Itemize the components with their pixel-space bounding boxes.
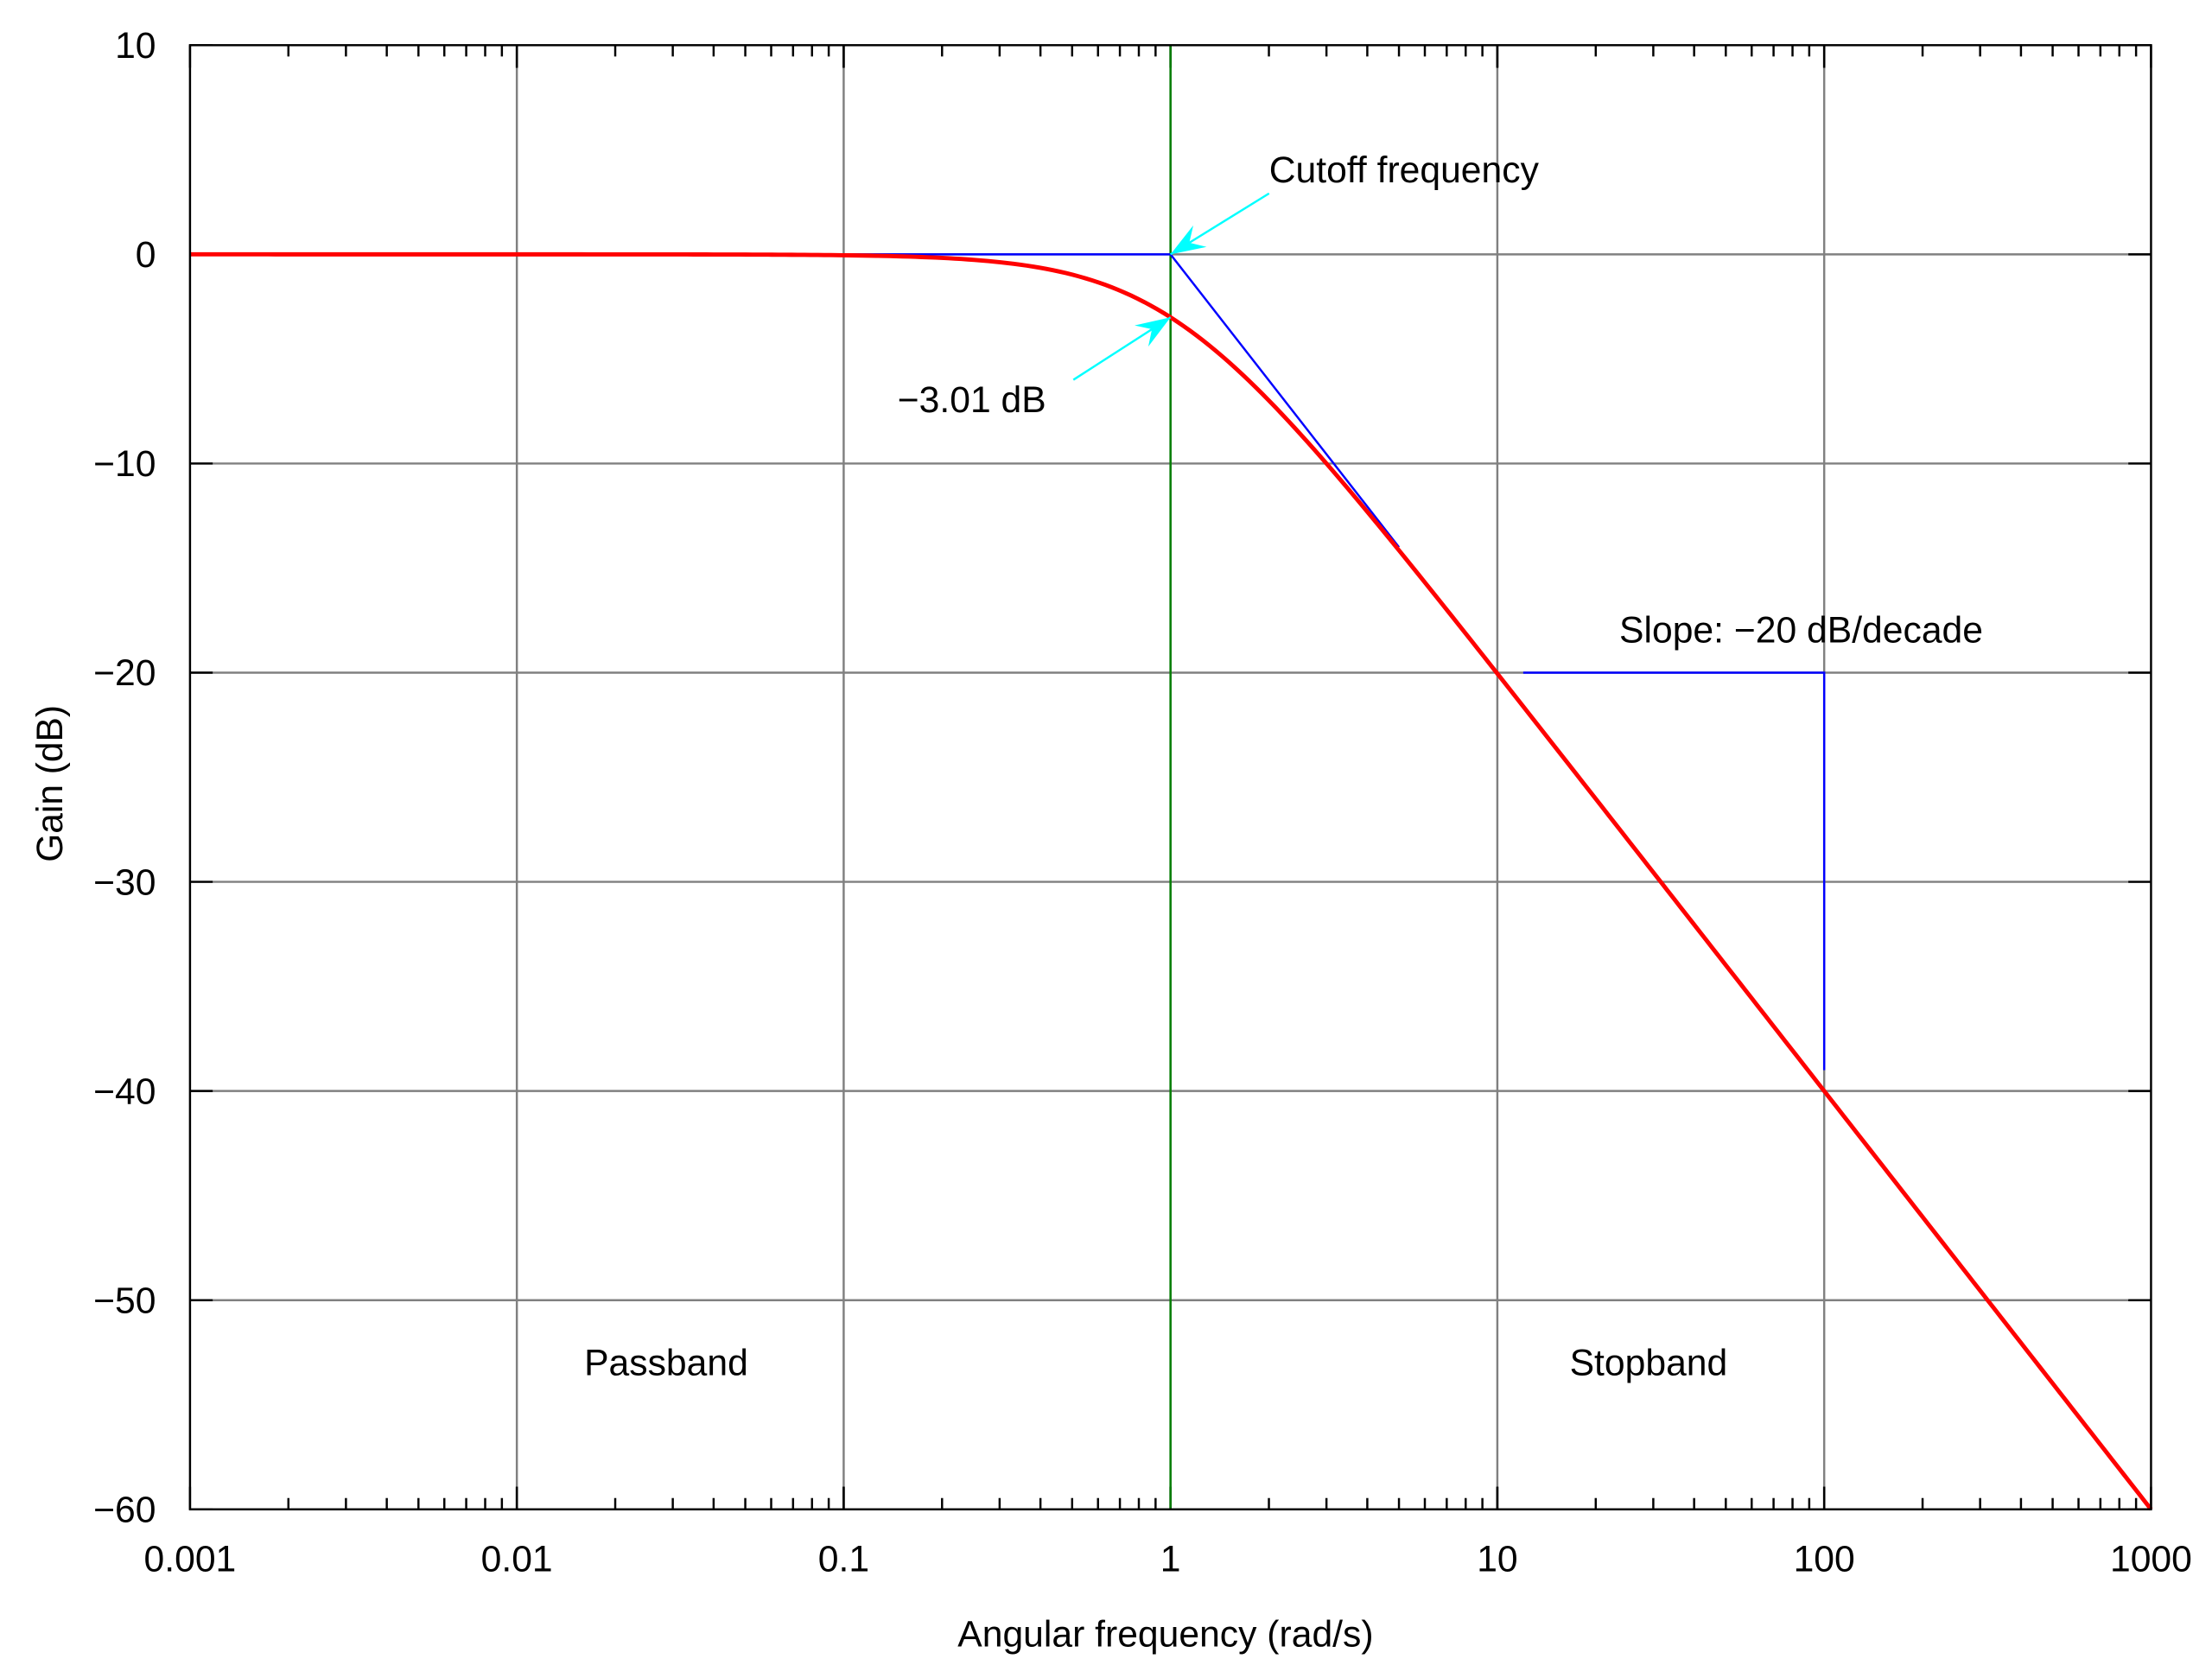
- x-tick-label: 1: [1160, 1539, 1181, 1580]
- x-tick-label: 0.01: [481, 1539, 553, 1580]
- annotation-stopband: Stopband: [1570, 1343, 1728, 1384]
- y-tick-label: −50: [93, 1281, 156, 1322]
- x-axis-label: Angular frequency (rad/s): [957, 1613, 1373, 1655]
- 3db-arrow-head: [1135, 317, 1171, 347]
- annotation-passband: Passband: [584, 1343, 748, 1384]
- x-tick-label: 100: [1794, 1539, 1855, 1580]
- x-tick-label: 1000: [2110, 1539, 2192, 1580]
- y-axis-label: Gain (dB): [29, 705, 71, 862]
- cutoff-arrow-head: [1170, 225, 1207, 255]
- annotation-cutoff: Cutoff frequency: [1269, 149, 1540, 191]
- y-tick-label: −30: [93, 861, 156, 903]
- x-tick-label: 10: [1477, 1539, 1517, 1580]
- plot-frame: [188, 44, 2152, 1511]
- y-tick-label: −60: [93, 1490, 156, 1531]
- y-tick-label: −40: [93, 1071, 156, 1112]
- series: [189, 45, 2153, 1511]
- x-tick-label: 0.001: [144, 1539, 237, 1580]
- x-tick-label: 0.1: [818, 1539, 869, 1580]
- y-tick-label: 0: [136, 234, 156, 276]
- tick-labels: 0.001 0.01 0.1 1 10 100 1000100−10−20−30−40−50…: [93, 25, 2192, 1580]
- y-tick-label: −10: [93, 443, 156, 485]
- y-tick-label: −20: [93, 652, 156, 694]
- slope-triangle: [1522, 671, 1826, 1071]
- y-tick-label: 10: [115, 25, 156, 67]
- annotation-slope: Slope: −20 dB/decade: [1619, 610, 1983, 652]
- annotation-3db: −3.01 dB: [898, 379, 1046, 421]
